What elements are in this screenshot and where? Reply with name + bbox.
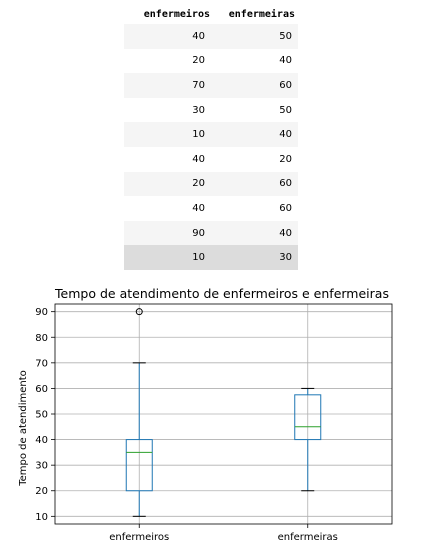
table-row: 10 30: [124, 245, 298, 270]
table-body: 40 50 20 40 70 60 30 50 10 40 40 20 20 60 40 60 90 40 10 30: [124, 24, 298, 270]
x-tick-label: enfermeiros: [109, 532, 169, 543]
x-tick-label: enfermeiras: [278, 532, 338, 543]
table-cell: 10: [192, 252, 205, 264]
y-tick-label: 50: [35, 410, 48, 421]
table-header-row: enfermeiros enfermeiras: [124, 4, 298, 24]
outlier-point: [135, 308, 143, 316]
table-row: 90 40: [124, 220, 298, 246]
y-tick-label: 80: [35, 333, 48, 344]
table-cell: 40: [279, 227, 292, 239]
table-cell: 40: [192, 30, 205, 42]
table-row: 30 50: [124, 97, 298, 123]
table-cell: 40: [279, 129, 292, 141]
table-cell: 40: [279, 55, 292, 67]
table-cell: 50: [279, 30, 292, 42]
y-tick-label: 70: [35, 358, 48, 369]
y-tick-label: 10: [35, 512, 48, 523]
table-cell: 60: [279, 202, 292, 214]
table-cell: 20: [192, 178, 205, 190]
boxes: [125, 308, 322, 517]
table-row: 20 40: [124, 48, 298, 74]
table-cell: 20: [192, 55, 205, 67]
table-cell: 90: [192, 227, 205, 239]
plot-frame: [54, 303, 393, 525]
data-table: enfermeiros enfermeiras 40 50 20 40 70 60 30 50…: [124, 4, 298, 270]
axes: 10 20 30 40 50 60 70 80 90 enfermeiros enfermeiras: [35, 303, 393, 543]
table-header-cell: enfermeiras: [228, 8, 295, 20]
y-axis-label: Tempo de atendimento: [18, 370, 29, 487]
y-tick-label: 30: [35, 461, 48, 472]
table-cell: 40: [192, 153, 205, 165]
box-iqr: [125, 439, 153, 492]
table-cell: 40: [192, 202, 205, 214]
table-row: 40 20: [124, 146, 298, 172]
table-cell: 60: [279, 178, 292, 190]
table-header-cell: enfermeiros: [143, 8, 210, 20]
table-row: 10 40: [124, 122, 298, 147]
table-cell: 30: [192, 104, 205, 116]
table-cell: 60: [279, 79, 292, 91]
y-tick-label: 20: [35, 486, 48, 497]
y-tick-label: 60: [35, 384, 48, 395]
table-row: 20 60: [124, 171, 298, 197]
table-cell: 70: [192, 79, 205, 91]
table-cell: 10: [192, 129, 205, 141]
grid-lines: [55, 304, 392, 524]
box-iqr: [294, 394, 322, 441]
table-cell: 30: [279, 252, 292, 264]
boxplot-chart: Tempo de atendimento de enfermeiros e en…: [18, 286, 393, 543]
table-cell: 50: [279, 104, 292, 116]
y-tick-label: 40: [35, 435, 48, 446]
table-row: 40 50: [124, 24, 298, 49]
table-row: 70 60: [124, 73, 298, 98]
y-tick-label: 90: [35, 307, 48, 318]
chart-title: Tempo de atendimento de enfermeiros e en…: [54, 286, 389, 301]
table-row: 40 60: [124, 196, 298, 221]
table-cell: 20: [279, 153, 292, 165]
